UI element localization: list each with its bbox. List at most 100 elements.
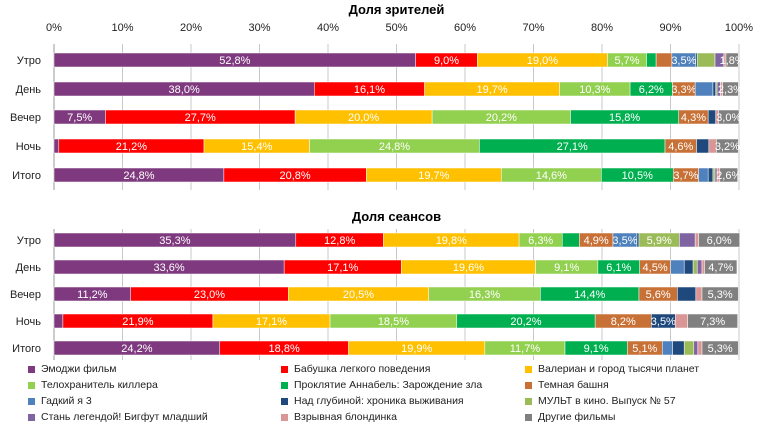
bar-segment [670, 259, 685, 275]
data-label: 3,2% [715, 141, 740, 153]
data-label: 9,1% [584, 343, 609, 355]
bar-segment [696, 138, 710, 154]
data-label: 21,2% [116, 141, 147, 153]
bar-segment [716, 138, 739, 154]
x-tick-label: 30% [248, 22, 270, 34]
bar-segment [722, 81, 739, 97]
bar-segment [712, 81, 716, 97]
bar-segment [701, 286, 739, 302]
bar-segment [707, 109, 716, 125]
data-label: 2,3% [718, 84, 743, 96]
data-label: 6,3% [528, 235, 553, 247]
category-label: Утро [17, 55, 41, 67]
legend-label: Над глубиной: хроника выживания [294, 395, 464, 407]
data-label: 8,2% [611, 316, 636, 328]
x-tick-label: 10% [111, 22, 133, 34]
data-label: 5,6% [646, 289, 671, 301]
data-label: 17,1% [256, 316, 287, 328]
category-label: День [16, 262, 42, 274]
category-label: Итого [12, 170, 41, 182]
legend-item: Проклятие Аннабель: Зарождение зла [281, 378, 525, 392]
bar-segment [692, 259, 698, 275]
legend-swatch [28, 397, 35, 405]
x-tick-label: 80% [591, 22, 613, 34]
legend-item: Над глубиной: хроника выживания [281, 394, 525, 408]
bar-segment [646, 52, 657, 68]
data-label: 12,8% [324, 235, 355, 247]
data-label: 5,3% [708, 343, 733, 355]
legend-item: Темная башня [525, 378, 745, 392]
legend-item: Взрывная блондинка [281, 410, 525, 424]
bar-segment [725, 52, 739, 68]
data-label: 4,3% [681, 112, 706, 124]
data-label: 24,8% [123, 170, 154, 182]
data-label: 18,8% [269, 343, 300, 355]
data-label: 19,7% [476, 84, 507, 96]
data-label: 6,1% [606, 262, 631, 274]
data-label: 1,8% [720, 55, 745, 67]
legend-label: Гадкий я 3 [41, 395, 92, 407]
bar-segment [719, 167, 738, 183]
bar-segment [707, 167, 714, 183]
category-label: Вечер [10, 112, 41, 124]
legend-item: Бабушка легкого поведения [281, 362, 525, 376]
data-label: 20,2% [510, 316, 541, 328]
legend-item: Эмоджи фильм [28, 362, 281, 376]
data-label: 6,0% [707, 235, 732, 247]
data-label: 19,6% [453, 262, 484, 274]
bar-segment [662, 340, 673, 356]
data-label: 27,7% [185, 112, 216, 124]
legend-label: Стань легендой! Бигфут младший [41, 411, 208, 423]
data-label: 18,5% [378, 316, 409, 328]
bar-segment [701, 340, 739, 356]
data-label: 19,9% [401, 343, 432, 355]
legend-swatch [28, 381, 35, 389]
bar-segment [712, 167, 716, 183]
legend-item: МУЛЬТ в кино. Выпуск № 57 [525, 394, 745, 408]
legend-swatch [281, 397, 288, 405]
data-label: 17,1% [327, 262, 358, 274]
legend-swatch [28, 413, 35, 421]
bar-segment [655, 52, 673, 68]
x-tick-label: 40% [317, 22, 339, 34]
bar-segment [636, 232, 640, 248]
legend-swatch [28, 365, 35, 373]
data-label: 19,0% [527, 55, 558, 67]
x-tick-label: 0% [46, 22, 62, 34]
data-label: 3,5% [651, 316, 676, 328]
bar-segment [698, 167, 709, 183]
bar-segment [53, 313, 64, 329]
category-label: День [16, 84, 42, 96]
data-label: 4,5% [643, 262, 668, 274]
data-label: 14,4% [574, 289, 605, 301]
bar-segment [695, 286, 703, 302]
bar-segment [697, 340, 703, 356]
legend-swatch [525, 413, 532, 421]
legend-label: Другие фильмы [538, 411, 616, 423]
data-label: 20,5% [343, 289, 374, 301]
chart-title: Доля сеансов [352, 209, 441, 224]
legend-swatch [281, 381, 288, 389]
legend-swatch [281, 413, 288, 421]
category-label: Ночь [16, 141, 42, 153]
data-label: 9,0% [434, 55, 459, 67]
x-tick-label: 90% [659, 22, 681, 34]
bar-segment [693, 340, 699, 356]
data-label: 4,6% [668, 141, 693, 153]
data-label: 5,3% [708, 289, 733, 301]
legend-label: Телохранитель киллера [41, 379, 158, 391]
data-label: 2,6% [716, 170, 741, 182]
data-label: 5,9% [647, 235, 672, 247]
data-label: 3,0% [716, 112, 741, 124]
data-label: 33,6% [153, 262, 184, 274]
legend-item: Стань легендой! Бигфут младший [28, 410, 281, 424]
data-label: 6,2% [639, 84, 664, 96]
x-tick-label: 50% [385, 22, 407, 34]
legend-label: МУЛЬТ в кино. Выпуск № 57 [538, 395, 676, 407]
bar-segment [718, 109, 740, 125]
bar-segment [687, 313, 738, 329]
bar-segment [696, 52, 716, 68]
bar-segment [683, 340, 695, 356]
data-label: 5,1% [632, 343, 657, 355]
data-label: 3,7% [673, 170, 698, 182]
